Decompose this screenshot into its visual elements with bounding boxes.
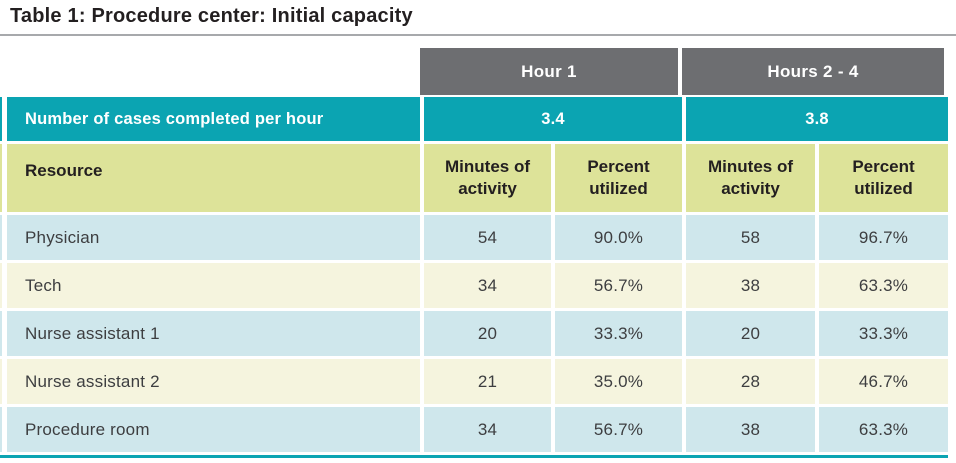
header-minutes-hour1: Minutes of activity (424, 144, 551, 212)
resource-cell: Tech (7, 263, 420, 308)
capacity-table: Hour 1 Hours 2 - 4 Number of cases compl… (0, 48, 956, 458)
row-edge-sliver (0, 359, 2, 404)
column-group-header-row: Hour 1 Hours 2 - 4 (0, 48, 956, 95)
cases-per-hour-label: Number of cases completed per hour (7, 97, 420, 141)
value-cell: 46.7% (819, 359, 948, 404)
column-group-hours-2-4: Hours 2 - 4 (682, 48, 944, 95)
value-cell: 90.0% (555, 215, 682, 260)
table-row-nurse-assistant-2: Nurse assistant 2 21 35.0% 28 46.7% (0, 359, 956, 404)
table-row-nurse-assistant-1: Nurse assistant 1 20 33.3% 20 33.3% (0, 311, 956, 356)
header-minutes-hours2-4: Minutes of activity (686, 144, 815, 212)
cases-per-hour-value-hours2-4: 3.8 (686, 97, 948, 141)
value-cell: 28 (686, 359, 815, 404)
value-cell: 21 (424, 359, 551, 404)
value-cell: 34 (424, 263, 551, 308)
value-cell: 33.3% (819, 311, 948, 356)
value-cell: 20 (686, 311, 815, 356)
resource-cell: Procedure room (7, 407, 420, 452)
table-row-physician: Physician 54 90.0% 58 96.7% (0, 215, 956, 260)
header-percent-hours2-4: Percent utilized (819, 144, 948, 212)
row-edge-sliver (0, 144, 2, 212)
value-cell: 63.3% (819, 407, 948, 452)
resource-cell: Nurse assistant 2 (7, 359, 420, 404)
value-cell: 63.3% (819, 263, 948, 308)
cases-per-hour-value-hour1: 3.4 (424, 97, 682, 141)
value-cell: 56.7% (555, 407, 682, 452)
value-cell: 58 (686, 215, 815, 260)
value-cell: 33.3% (555, 311, 682, 356)
table-row-tech: Tech 34 56.7% 38 63.3% (0, 263, 956, 308)
table-bottom-rule (0, 455, 948, 458)
row-edge-sliver (0, 311, 2, 356)
value-cell: 96.7% (819, 215, 948, 260)
header-resource: Resource (7, 144, 420, 212)
value-cell: 34 (424, 407, 551, 452)
table-header-row: Resource Minutes of activity Percent uti… (0, 144, 956, 212)
column-group-hour-1: Hour 1 (420, 48, 678, 95)
title-divider (0, 34, 956, 36)
table-title: Table 1: Procedure center: Initial capac… (10, 5, 413, 27)
resource-cell: Nurse assistant 1 (7, 311, 420, 356)
row-edge-sliver (0, 97, 2, 141)
value-cell: 38 (686, 263, 815, 308)
table-row-procedure-room: Procedure room 34 56.7% 38 63.3% (0, 407, 956, 452)
value-cell: 20 (424, 311, 551, 356)
group-row-spacer (0, 48, 420, 95)
value-cell: 54 (424, 215, 551, 260)
resource-cell: Physician (7, 215, 420, 260)
header-percent-hour1: Percent utilized (555, 144, 682, 212)
row-edge-sliver (0, 407, 2, 452)
value-cell: 56.7% (555, 263, 682, 308)
row-edge-sliver (0, 215, 2, 260)
value-cell: 38 (686, 407, 815, 452)
value-cell: 35.0% (555, 359, 682, 404)
cases-per-hour-row: Number of cases completed per hour 3.4 3… (0, 97, 956, 141)
row-edge-sliver (0, 263, 2, 308)
